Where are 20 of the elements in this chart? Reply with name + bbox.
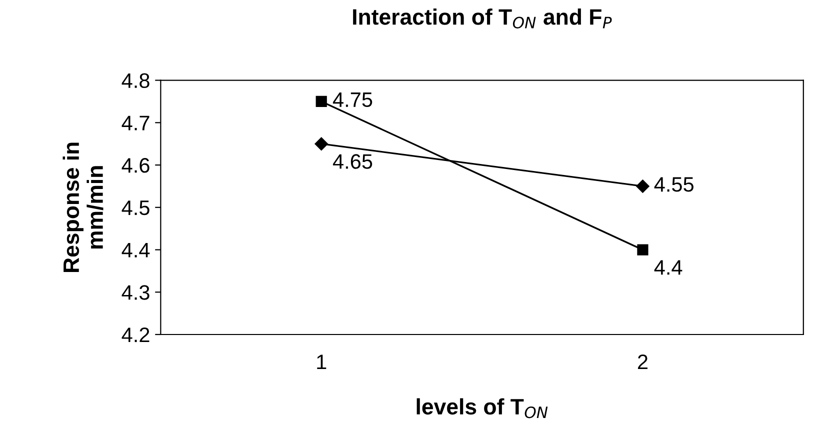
data-label: 4.75 <box>332 92 372 108</box>
x-axis-title: levels of T$_{ON}$ <box>416 398 548 418</box>
chart-title: Interaction of T$_{ON}$ and F$_{P}$ <box>353 8 612 28</box>
y-tick-label: 4.3 <box>122 285 150 300</box>
data-label: 4.4 <box>654 260 682 275</box>
point <box>316 96 327 108</box>
x-tick-label: 1 <box>317 354 326 370</box>
point <box>637 244 648 256</box>
y-axis-title: Response in mm/min <box>62 142 104 272</box>
data-label: 4.55 <box>654 177 694 192</box>
point <box>636 180 650 193</box>
y-tick-label: 4.6 <box>122 158 150 173</box>
y-tick-label: 4.2 <box>122 328 150 342</box>
y-tick-label: 4.7 <box>122 116 150 130</box>
point <box>314 137 328 150</box>
y-tick-label: 4.8 <box>122 73 150 88</box>
y-tick-label: 4.4 <box>122 242 150 258</box>
data-label: 4.65 <box>332 154 372 169</box>
y-tick-label: 4.5 <box>122 200 150 216</box>
x-tick-label: 2 <box>638 354 648 370</box>
